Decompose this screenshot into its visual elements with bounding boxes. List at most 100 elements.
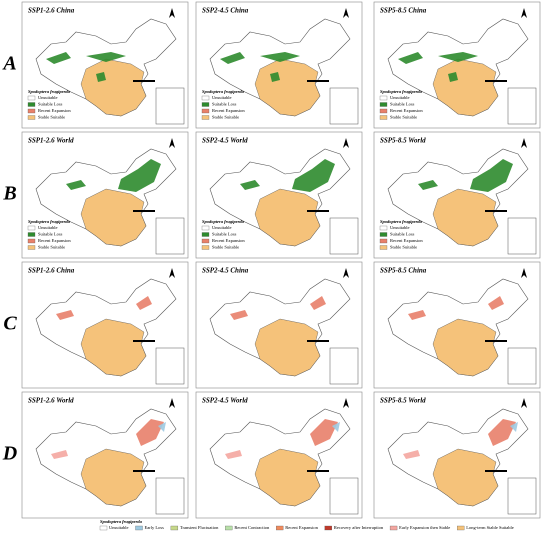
change-area (438, 52, 478, 62)
north-arrow (169, 398, 175, 408)
change-area (158, 422, 166, 432)
change-area (403, 450, 420, 459)
change-area (260, 52, 300, 62)
map (209, 278, 351, 377)
legend-label: Unsuitable (212, 225, 232, 230)
scale-bar (133, 210, 155, 212)
north-arrow (521, 398, 527, 408)
legend-swatch (27, 95, 36, 101)
map (35, 148, 177, 247)
stable-suitable-area (432, 58, 499, 117)
map-panel: SSP2-4.5 World Spodoptera frugiperdaUnsui… (195, 131, 363, 259)
scale-bar (133, 80, 155, 82)
legend-label: Suitable Loss (212, 102, 237, 107)
legend-swatch (201, 115, 210, 120)
map (387, 18, 529, 117)
legend-title: Spodoptera frugiperda (202, 89, 245, 94)
map (35, 18, 177, 117)
north-arrow (169, 268, 175, 278)
map (387, 278, 529, 377)
legend-label: Transient Fluctuation (180, 525, 219, 530)
change-area (220, 52, 245, 64)
map-panel: SSP1-2.6 China (21, 261, 189, 389)
legend-label: Unsuitable (109, 525, 129, 530)
change-area (332, 422, 340, 432)
inset-map (155, 477, 185, 515)
stable-suitable-area (80, 318, 147, 377)
map-panel: SSP1-2.6 World Spodoptera frugiperdaUnsui… (21, 131, 189, 259)
change-area (96, 72, 106, 82)
change-area (408, 310, 426, 320)
map (209, 148, 351, 247)
change-area (448, 72, 458, 82)
scale-bar (307, 340, 329, 342)
panel-title: SSP5-8.5 China (380, 7, 427, 15)
change-area (310, 419, 338, 446)
legend-label: Recent Expansion (390, 108, 423, 113)
change-area (510, 422, 518, 432)
legend-swatch (27, 102, 36, 107)
legend-label: Recent Expansion (212, 238, 245, 243)
map-panel: SSP2-4.5 China (195, 261, 363, 389)
north-arrow (169, 8, 175, 18)
map (209, 18, 351, 117)
legend-swatch (457, 525, 465, 531)
inset-map (507, 87, 537, 125)
legend-label: Stable Suitable (390, 115, 417, 120)
legend-label: Suitable Loss (38, 102, 63, 107)
legend-swatch (379, 95, 388, 101)
stable-suitable-area (254, 58, 321, 117)
legend-label: Recent Expansion (212, 108, 245, 113)
change-area (136, 419, 164, 446)
north-arrow (343, 8, 349, 18)
legend-label: Suitable Loss (390, 102, 415, 107)
legend-swatch (99, 525, 108, 531)
change-area (310, 296, 326, 310)
legend-label: Suitable Loss (212, 232, 237, 237)
legend-swatch (27, 245, 36, 250)
north-arrow (521, 138, 527, 148)
legend-label: Recent Expansion (38, 238, 71, 243)
legend-label: Unsuitable (390, 95, 410, 100)
legend-swatch (276, 525, 284, 531)
legend-title: Spodoptera frugiperda (202, 219, 245, 224)
legend-title: Spodoptera frugiperda (28, 89, 71, 94)
legend-label: Stable Suitable (390, 245, 417, 250)
change-area (270, 72, 280, 82)
legend-swatch (379, 232, 388, 237)
north-arrow (169, 138, 175, 148)
legend-swatch (379, 102, 388, 107)
panel-title: SSP2-4.5 China (202, 7, 249, 15)
scale-bar (485, 470, 507, 472)
change-area (118, 159, 161, 192)
legend-swatch (27, 115, 36, 120)
row-label: C (3, 313, 17, 335)
stable-suitable-area (432, 318, 499, 377)
inset-map (155, 347, 185, 385)
north-arrow (521, 268, 527, 278)
map-panel: SSP1-2.6 World (21, 391, 189, 519)
legend-swatch (379, 115, 388, 120)
scale-bar (307, 80, 329, 82)
panel-title: SSP2-4.5 China (202, 267, 249, 275)
legend-swatch (201, 238, 210, 244)
map-panel: SSP5-8.5 China (373, 261, 541, 389)
change-area (56, 310, 74, 320)
legend-label: Suitable Loss (38, 232, 63, 237)
change-area (230, 310, 248, 320)
change-area (398, 52, 423, 64)
scale-bar (133, 340, 155, 342)
scale-bar (485, 340, 507, 342)
legend-title: Spodoptera frugiperda (28, 219, 71, 224)
map (35, 408, 177, 507)
north-arrow (343, 138, 349, 148)
inset-map (155, 87, 185, 125)
legend-swatch (201, 95, 210, 101)
change-area (46, 52, 71, 64)
legend-label: Unsuitable (38, 225, 58, 230)
panel-title: SSP1-2.6 World (28, 397, 74, 405)
inset-map (329, 477, 359, 515)
legend-swatch (225, 525, 233, 531)
panel-title: SSP5-8.5 World (380, 137, 426, 145)
legend-swatch (27, 225, 36, 231)
